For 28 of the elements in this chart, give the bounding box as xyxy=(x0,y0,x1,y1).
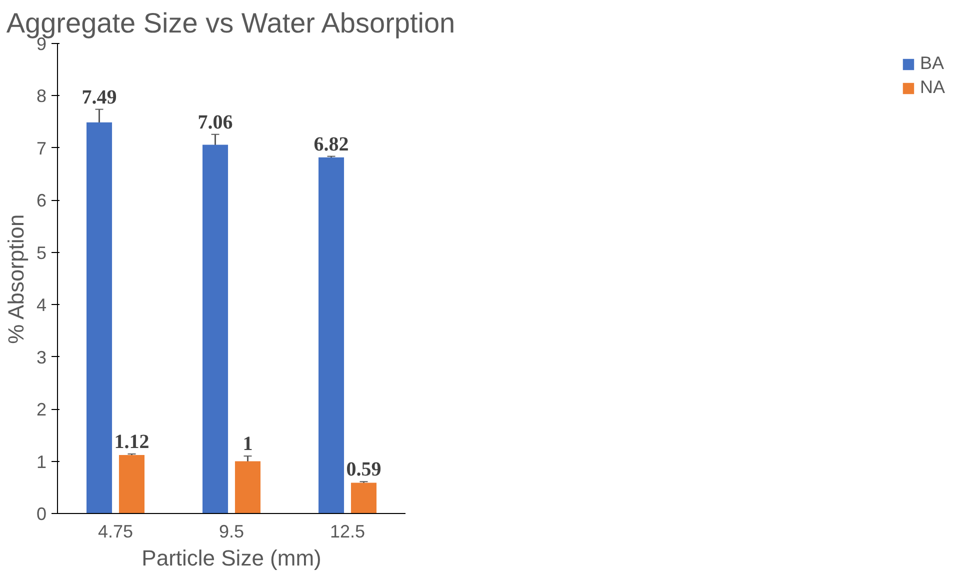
bar xyxy=(350,482,376,514)
y-axis-title: % Absorption xyxy=(3,214,28,344)
data-label: 7.06 xyxy=(198,111,233,134)
data-label: 0.59 xyxy=(346,458,382,481)
bar xyxy=(118,455,144,514)
y-tick-label: 0 xyxy=(36,504,47,524)
y-tick-label: 6 xyxy=(36,190,47,211)
y-tick-label: 8 xyxy=(36,86,47,106)
y-tick-label: 5 xyxy=(36,242,47,263)
legend-label: BA xyxy=(920,53,944,74)
y-tick-label: 7 xyxy=(36,138,47,158)
data-label: 1 xyxy=(242,433,253,456)
bar xyxy=(86,122,112,514)
bar xyxy=(318,157,344,514)
x-axis-title: Particle Size (mm) xyxy=(142,546,322,570)
data-label: 7.49 xyxy=(82,86,117,108)
data-label: 1.12 xyxy=(114,430,150,453)
bar xyxy=(234,461,260,514)
y-tick-label: 2 xyxy=(36,400,47,420)
data-label: 6.82 xyxy=(314,133,349,156)
x-tick-label: 9.5 xyxy=(218,522,244,542)
y-tick-label: 4 xyxy=(36,295,47,316)
x-tick-label: 4.75 xyxy=(98,522,134,542)
x-tick-label: 12.5 xyxy=(330,522,366,542)
y-tick-label: 3 xyxy=(36,347,47,368)
y-tick-label: 1 xyxy=(36,452,47,472)
legend-label: NA xyxy=(920,77,945,98)
bar xyxy=(202,144,228,514)
